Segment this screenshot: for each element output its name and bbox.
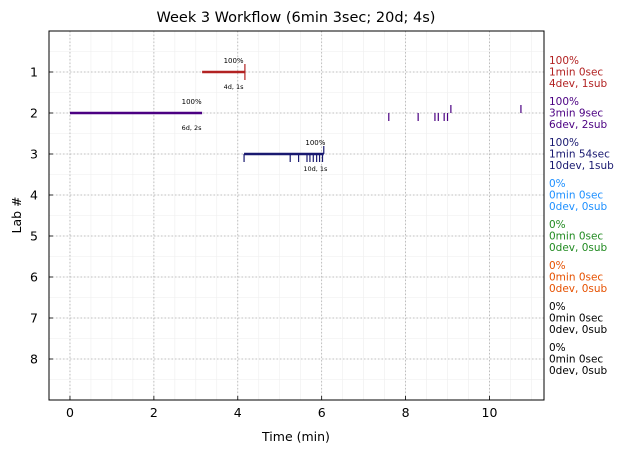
lab-6-summary-line: 0% (549, 260, 566, 272)
lab-2-summary-line: 6dev, 2sub (549, 119, 608, 131)
lab-5-summary-line: 0min 0sec (549, 231, 603, 243)
lab-4-summary-line: 0dev, 0sub (549, 201, 608, 213)
x-tick-label: 2 (150, 405, 158, 420)
x-tick-label: 6 (318, 405, 326, 420)
x-tick-label: 0 (66, 405, 74, 420)
lab-7-summary-line: 0dev, 0sub (549, 324, 608, 336)
lab-8-summary-line: 0% (549, 342, 566, 354)
y-tick-label: 1 (30, 65, 38, 80)
lab-8-summary-line: 0min 0sec (549, 354, 603, 366)
lab-1-summary-line: 100% (549, 55, 579, 67)
y-tick-label: 4 (30, 188, 38, 203)
lab-6-summary-line: 0min 0sec (549, 272, 603, 284)
chart-title: Week 3 Workflow (6min 3sec; 20d; 4s) (157, 10, 436, 26)
lab-4-summary-line: 0min 0sec (549, 190, 603, 202)
segment-detail-label: 6d, 2s (182, 124, 203, 132)
lab-4-summary-line: 0% (549, 178, 566, 190)
y-tick-label: 5 (30, 229, 38, 244)
y-tick-label: 6 (30, 270, 38, 285)
lab-6-summary-line: 0dev, 0sub (549, 283, 608, 295)
lab-5-summary-line: 0dev, 0sub (549, 242, 608, 254)
lab-1-summary-line: 4dev, 1sub (549, 78, 608, 90)
lab-3-summary-line: 100% (549, 137, 579, 149)
y-axis-label: Lab # (9, 196, 24, 233)
grid-layer (48, 31, 544, 400)
x-axis-label: Time (min) (261, 429, 330, 444)
x-tick-label: 8 (402, 405, 410, 420)
lab-5-summary-line: 0% (549, 219, 566, 231)
y-tick-label: 3 (30, 147, 38, 162)
plot-frame (48, 30, 545, 401)
segment-percent-label: 100% (305, 139, 325, 147)
y-tick-label: 2 (30, 106, 38, 121)
segment-percent-label: 100% (224, 57, 244, 65)
y-tick-label: 7 (30, 311, 38, 326)
y-tick-label: 8 (30, 352, 38, 367)
lab-7-summary-line: 0% (549, 301, 566, 313)
marks-layer: 100% 4d, 1s 100% 6d, 2s 100% 10d, 1s (69, 57, 522, 173)
x-tick-label: 10 (482, 405, 498, 420)
x-tick-label: 4 (234, 405, 242, 420)
lab-7-summary-line: 0min 0sec (549, 313, 603, 325)
lab-8-summary-line: 0dev, 0sub (549, 365, 608, 377)
lab-3-summary-line: 10dev, 1sub (549, 160, 614, 172)
segment-detail-label: 10d, 1s (303, 165, 328, 173)
lab-2-summary-line: 3min 9sec (549, 108, 603, 120)
segment-percent-label: 100% (182, 98, 202, 106)
lab-2-summary-line: 100% (549, 96, 579, 108)
lab-3-summary-line: 1min 54sec (549, 149, 610, 161)
lab-1-summary-line: 1min 0sec (549, 67, 603, 79)
segment-detail-label: 4d, 1s (224, 83, 245, 91)
